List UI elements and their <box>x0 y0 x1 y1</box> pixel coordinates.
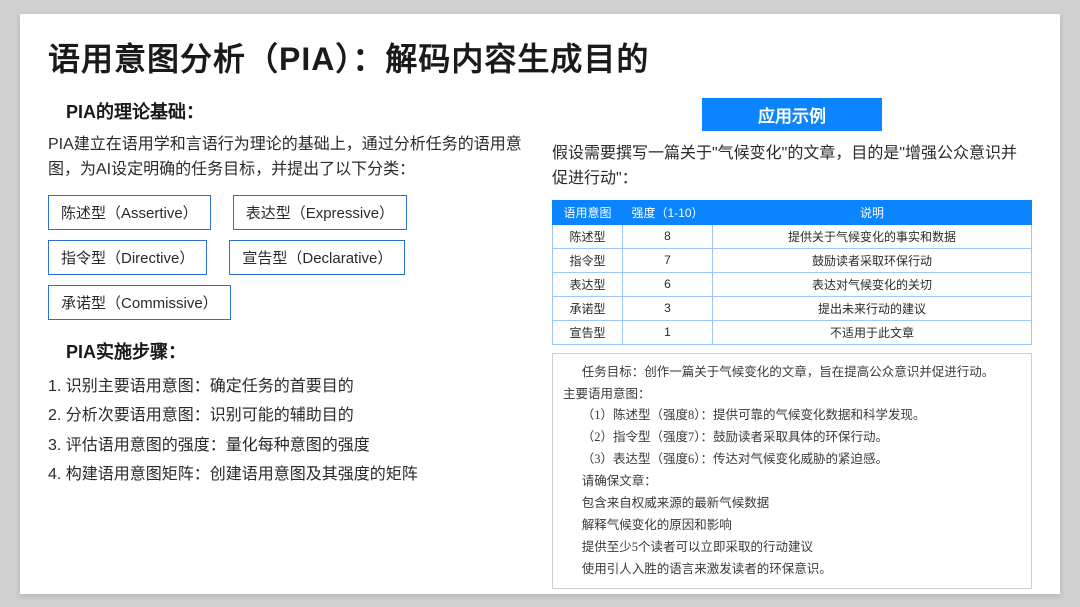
table-header-row: 语用意图 强度（1-10） 说明 <box>553 200 1032 224</box>
table-row: 承诺型 3 提出未来行动的建议 <box>553 296 1032 320</box>
detail-ensure-item: 使用引人入胜的语言来激发读者的环保意识。 <box>582 559 1021 581</box>
steps-list: 1. 识别主要语用意图：确定任务的首要目的 2. 分析次要语用意图：识别可能的辅… <box>48 372 528 490</box>
table-cell: 1 <box>623 320 713 344</box>
detail-ensure-item: 包含来自权威来源的最新气候数据 <box>582 493 1021 515</box>
table-cell: 8 <box>623 224 713 248</box>
step-item: 4. 构建语用意图矩阵：创建语用意图及其强度的矩阵 <box>48 460 528 490</box>
table-header: 语用意图 <box>553 200 623 224</box>
steps-heading: PIA实施步骤： <box>66 338 528 364</box>
detail-item: （1）陈述型（强度8）：提供可靠的气候变化数据和科学发现。 <box>582 405 1021 427</box>
step-item: 3. 评估语用意图的强度：量化每种意图的强度 <box>48 431 528 461</box>
table-cell: 7 <box>623 248 713 272</box>
table-cell: 6 <box>623 272 713 296</box>
table-cell: 提出未来行动的建议 <box>713 296 1032 320</box>
category-box: 陈述型（Assertive） <box>48 195 211 230</box>
category-boxes: 陈述型（Assertive） 表达型（Expressive） 指令型（Direc… <box>48 195 528 320</box>
category-box: 承诺型（Commissive） <box>48 285 231 320</box>
example-intro: 假设需要撰写一篇关于"气候变化"的文章，目的是"增强公众意识并促进行动"： <box>552 141 1032 192</box>
step-item: 2. 分析次要语用意图：识别可能的辅助目的 <box>48 401 528 431</box>
intent-table: 语用意图 强度（1-10） 说明 陈述型 8 提供关于气候变化的事实和数据 指令… <box>552 200 1032 345</box>
detail-goal: 任务目标：创作一篇关于气候变化的文章，旨在提高公众意识并促进行动。 <box>582 362 1021 384</box>
table-cell: 表达对气候变化的关切 <box>713 272 1032 296</box>
detail-item: （2）指令型（强度7）：鼓励读者采取具体的环保行动。 <box>582 427 1021 449</box>
table-cell: 宣告型 <box>553 320 623 344</box>
table-cell: 3 <box>623 296 713 320</box>
table-cell: 表达型 <box>553 272 623 296</box>
table-cell: 指令型 <box>553 248 623 272</box>
detail-ensure-label: 请确保文章： <box>582 471 1021 493</box>
table-header: 强度（1-10） <box>623 200 713 224</box>
table-cell: 不适用于此文章 <box>713 320 1032 344</box>
category-box: 宣告型（Declarative） <box>229 240 405 275</box>
table-cell: 鼓励读者采取环保行动 <box>713 248 1032 272</box>
foundation-heading: PIA的理论基础： <box>66 98 528 124</box>
table-cell: 提供关于气候变化的事实和数据 <box>713 224 1032 248</box>
table-row: 陈述型 8 提供关于气候变化的事实和数据 <box>553 224 1032 248</box>
table-row: 宣告型 1 不适用于此文章 <box>553 320 1032 344</box>
table-row: 指令型 7 鼓励读者采取环保行动 <box>553 248 1032 272</box>
table-header: 说明 <box>713 200 1032 224</box>
detail-main-label: 主要语用意图： <box>563 384 1021 406</box>
detail-ensure-item: 提供至少5个读者可以立即采取的行动建议 <box>582 537 1021 559</box>
detail-ensure-item: 解释气候变化的原因和影响 <box>582 515 1021 537</box>
detail-item: （3）表达型（强度6）：传达对气候变化威胁的紧迫感。 <box>582 449 1021 471</box>
right-column: 应用示例 假设需要撰写一篇关于"气候变化"的文章，目的是"增强公众意识并促进行动… <box>552 98 1032 590</box>
table-row: 表达型 6 表达对气候变化的关切 <box>553 272 1032 296</box>
category-box: 指令型（Directive） <box>48 240 207 275</box>
step-item: 1. 识别主要语用意图：确定任务的首要目的 <box>48 372 528 402</box>
table-cell: 陈述型 <box>553 224 623 248</box>
slide: 语用意图分析（PIA）：解码内容生成目的 PIA的理论基础： PIA建立在语用学… <box>20 14 1060 594</box>
example-heading: 应用示例 <box>702 98 882 131</box>
table-cell: 承诺型 <box>553 296 623 320</box>
columns: PIA的理论基础： PIA建立在语用学和言语行为理论的基础上，通过分析任务的语用… <box>48 98 1032 590</box>
category-box: 表达型（Expressive） <box>233 195 407 230</box>
detail-box: 任务目标：创作一篇关于气候变化的文章，旨在提高公众意识并促进行动。 主要语用意图… <box>552 353 1032 590</box>
foundation-body: PIA建立在语用学和言语行为理论的基础上，通过分析任务的语用意图，为AI设定明确… <box>48 132 528 183</box>
page-title: 语用意图分析（PIA）：解码内容生成目的 <box>48 34 1032 80</box>
left-column: PIA的理论基础： PIA建立在语用学和言语行为理论的基础上，通过分析任务的语用… <box>48 98 528 590</box>
